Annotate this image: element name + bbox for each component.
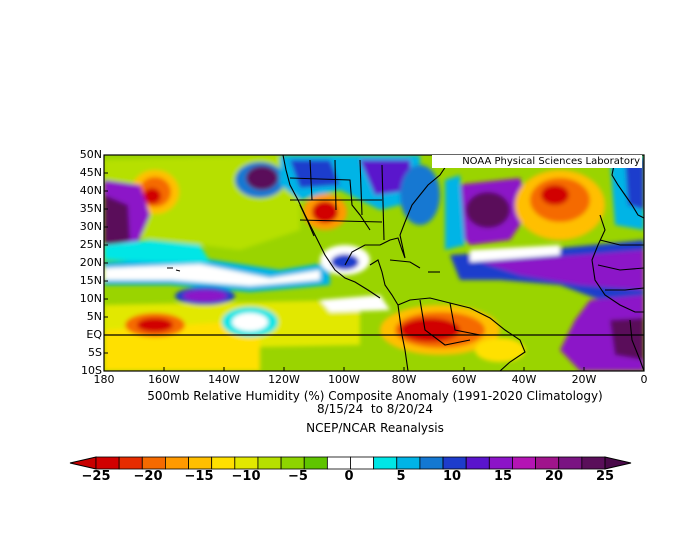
lon-label: 60W	[451, 373, 477, 386]
anomaly-field	[104, 155, 644, 371]
colorbar-swatch	[512, 456, 536, 470]
colorbar-swatch	[211, 456, 236, 470]
colorbar-swatch	[303, 456, 328, 470]
colorbar-label: 10	[442, 469, 462, 484]
colorbar-swatch	[326, 456, 351, 470]
colorbar-swatch	[465, 456, 490, 470]
lon-label: 180	[93, 373, 115, 386]
date-range: 8/15/24 to 8/20/24	[316, 402, 433, 416]
lat-label: 45N	[79, 166, 102, 179]
colorbar-label: 0	[344, 469, 354, 484]
lon-label: 0	[640, 373, 648, 386]
lat-label: EQ	[86, 328, 102, 341]
colorbar-swatch	[419, 456, 444, 470]
colorbar-label: −10	[231, 469, 261, 484]
colorbar-swatch	[280, 456, 305, 470]
data-source: NCEP/NCAR Reanalysis	[306, 421, 444, 435]
axis-ticks	[103, 154, 645, 372]
lon-label: 100W	[328, 373, 360, 386]
colorbar-swatch	[188, 456, 213, 470]
colorbar-swatch	[373, 456, 398, 470]
lon-label: 40W	[511, 373, 537, 386]
lat-label: 15N	[79, 274, 102, 287]
colorbar-swatch	[581, 456, 606, 470]
colorbar	[69, 456, 632, 470]
colorbar-swatch	[95, 456, 120, 470]
colorbar-label: 25	[595, 469, 615, 484]
lat-label: 40N	[79, 184, 102, 197]
colorbar-left-arrow	[69, 456, 97, 470]
lat-label: 50N	[79, 148, 102, 161]
colorbar-swatch	[350, 456, 375, 470]
lon-label: 120W	[268, 373, 300, 386]
colorbar-swatch	[141, 456, 166, 470]
colorbar-label: 5	[396, 469, 406, 484]
colorbar-label: 15	[493, 469, 513, 484]
colorbar-swatch	[558, 456, 583, 470]
colorbar-swatch	[165, 456, 189, 470]
colorbar-swatch	[442, 456, 467, 470]
lat-label: 35N	[79, 202, 102, 215]
colorbar-label: 20	[544, 469, 564, 484]
lat-label: 10S	[81, 364, 102, 377]
lat-label: 5S	[88, 346, 102, 359]
colorbar-swatch	[257, 456, 282, 470]
lon-label: 160W	[148, 373, 180, 386]
colorbar-label: −20	[133, 469, 163, 484]
map-title: 500mb Relative Humidity (%) Composite An…	[147, 389, 603, 403]
lon-label: 20W	[571, 373, 597, 386]
colorbar-swatch	[488, 456, 513, 470]
colorbar-swatch	[535, 456, 560, 470]
lon-label: 140W	[208, 373, 240, 386]
colorbar-label: −25	[81, 469, 111, 484]
colorbar-right-arrow	[604, 456, 632, 470]
credit-label: NOAA Physical Sciences Laboratory	[432, 155, 642, 168]
colorbar-swatch	[118, 456, 143, 470]
lat-label: 20N	[79, 256, 102, 269]
lon-label: 80W	[391, 373, 417, 386]
lat-label: 30N	[79, 220, 102, 233]
lat-label: 25N	[79, 238, 102, 251]
lat-label: 5N	[86, 310, 102, 323]
colorbar-swatch	[396, 456, 421, 470]
colorbar-swatch	[234, 456, 259, 470]
lat-label: 10N	[79, 292, 102, 305]
colorbar-label: −5	[288, 469, 308, 484]
coastlines	[167, 155, 644, 371]
colorbar-label: −15	[184, 469, 214, 484]
